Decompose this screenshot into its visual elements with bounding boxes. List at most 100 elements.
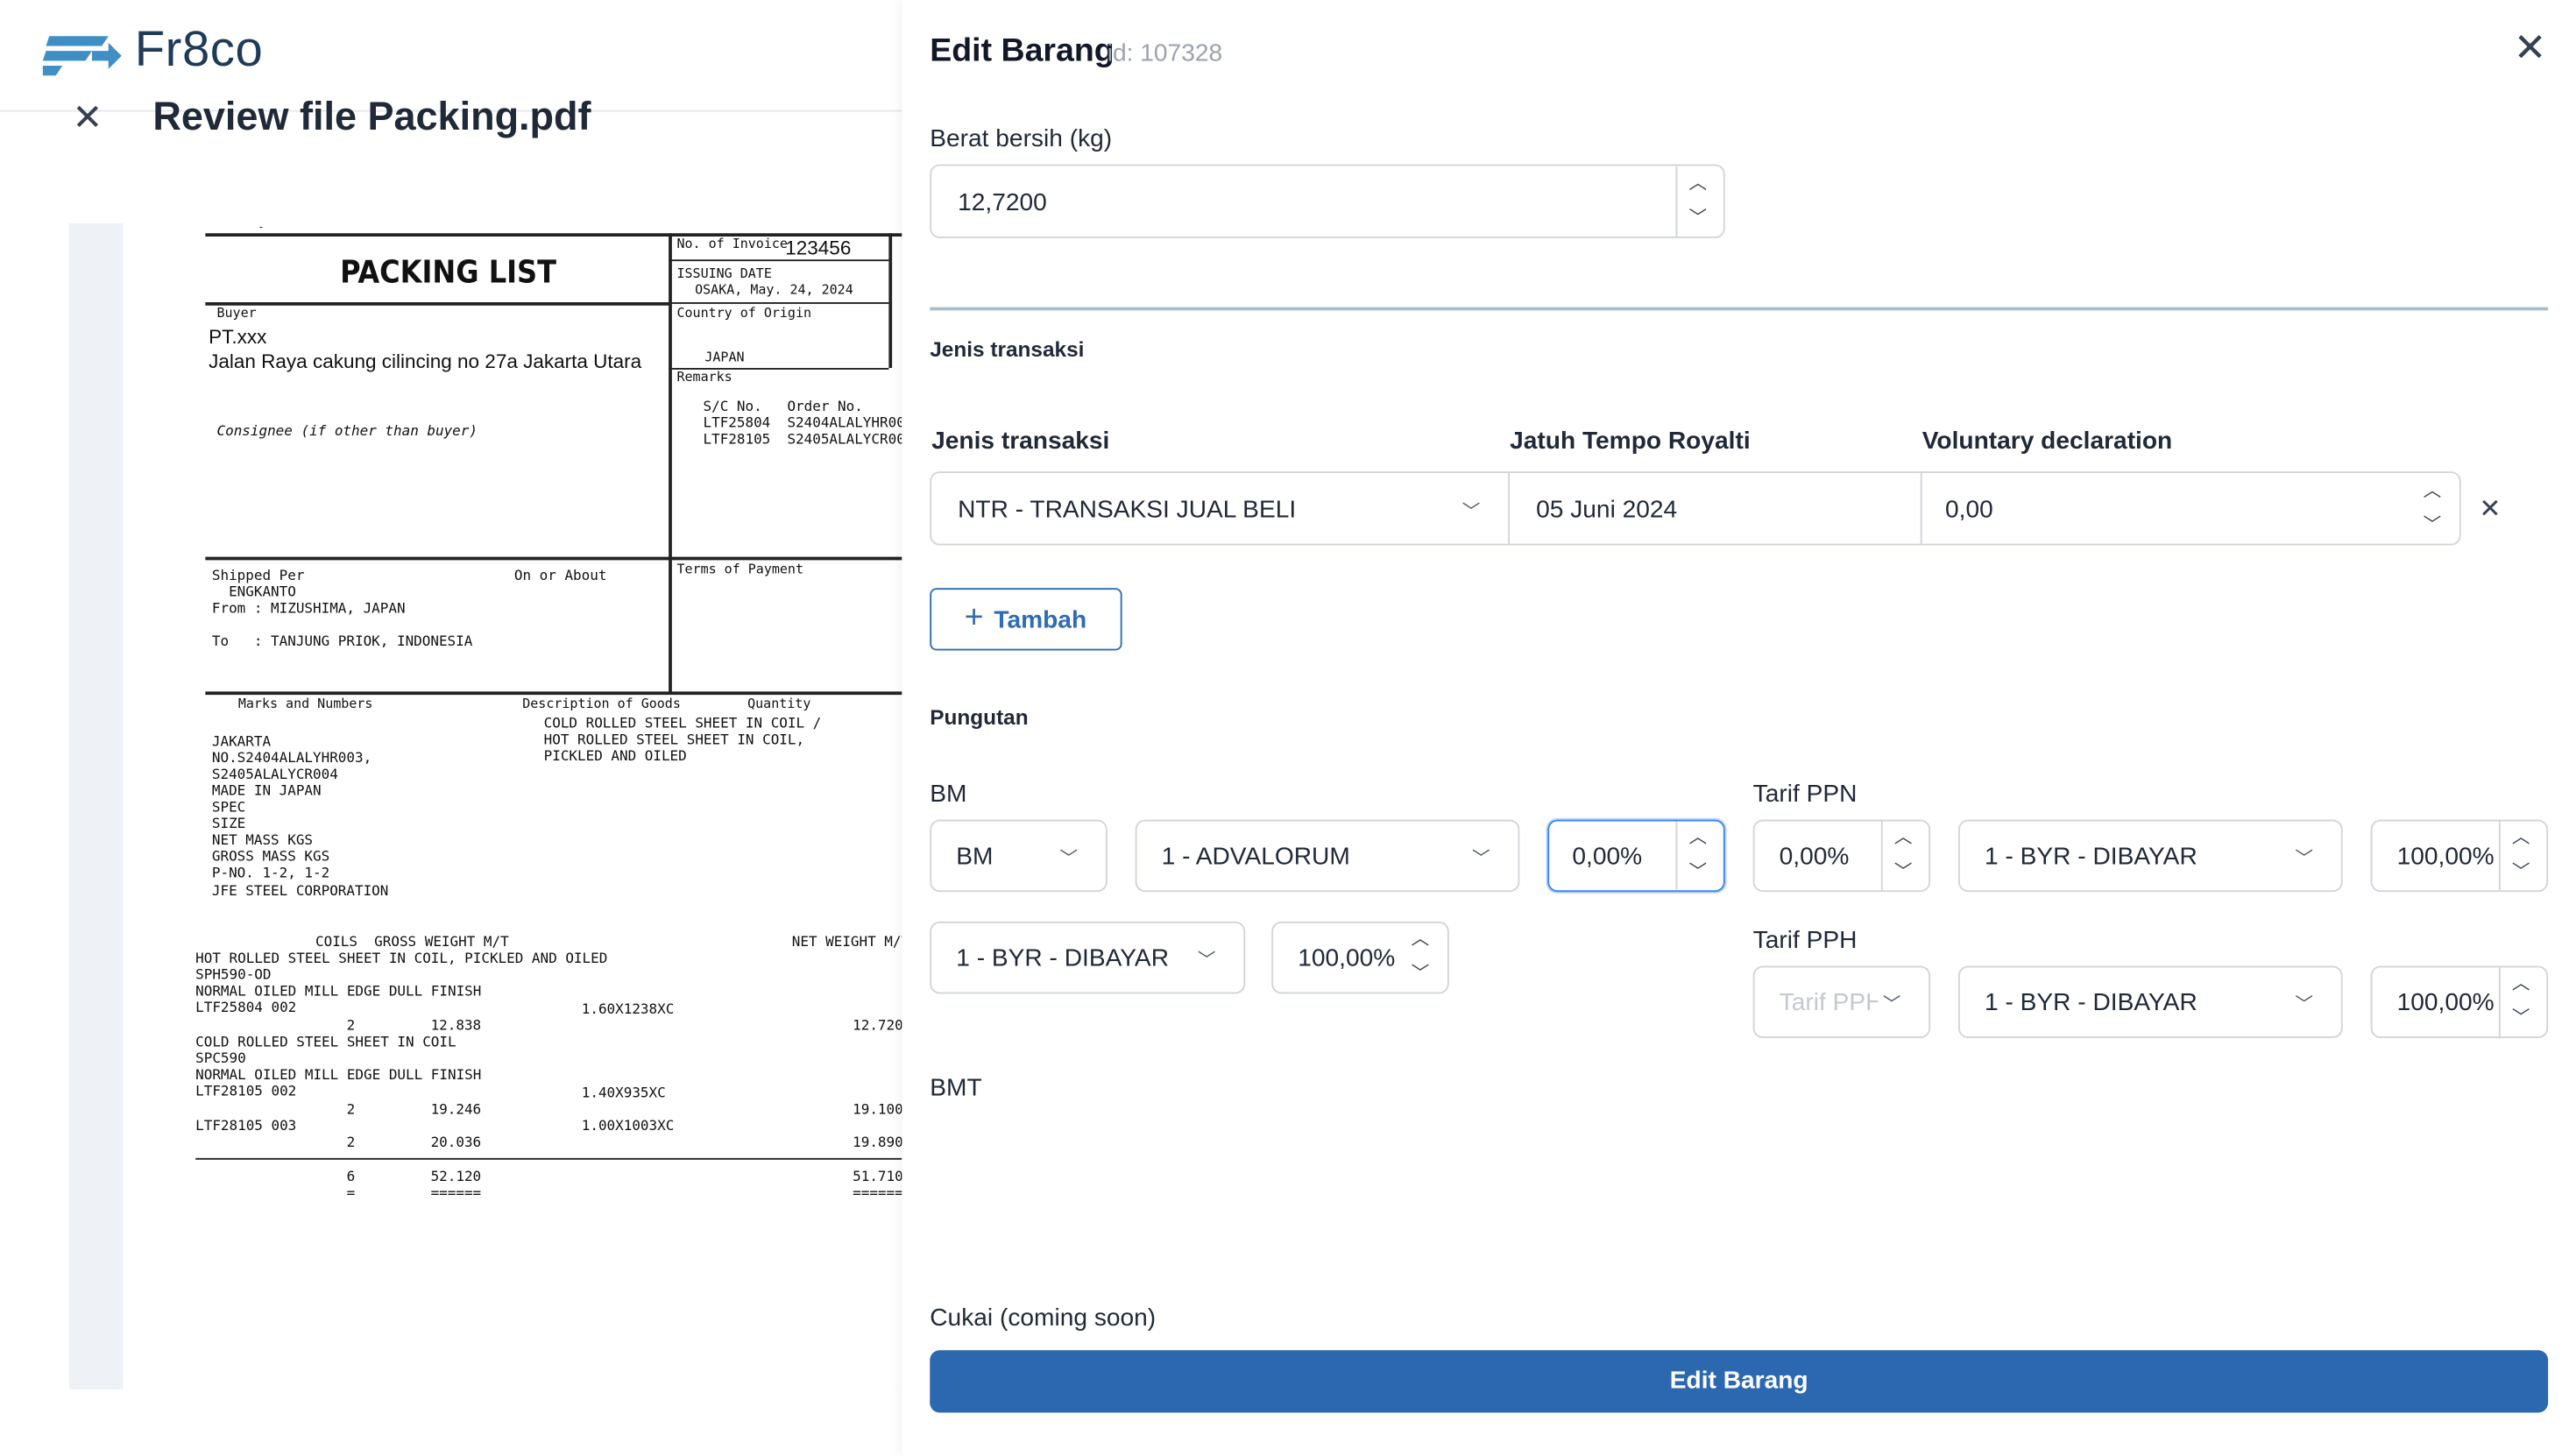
doc-line: 1.00X1003XC (581, 1118, 675, 1135)
doc-line: 1.40X935XC (581, 1085, 666, 1103)
remove-row-icon[interactable]: ✕ (2479, 496, 2502, 525)
bm-rate-input[interactable]: 0,00% ︿ ﹀ (1547, 819, 1725, 893)
doc-mark-line: SIZE (211, 816, 246, 833)
chevron-down-icon[interactable]: ﹀ (1688, 862, 1708, 882)
chevron-up-icon[interactable]: ︿ (1893, 828, 1913, 848)
doc-to: To : TANJUNG PRIOK, INDONESIA (211, 633, 473, 651)
doc-on-about: On or About (513, 568, 607, 585)
pph-placeholder: Tarif PPH (1779, 988, 1879, 1017)
ppn-rate-input[interactable]: 0,00% ︿ ﹀ (1752, 819, 1931, 893)
doc-terms-label: Terms of Payment (676, 562, 803, 577)
chevron-up-icon[interactable]: ︿ (1688, 173, 1708, 194)
cukai-label: Cukai (coming soon) (930, 1304, 1157, 1332)
doc-title: PACKING LIST (340, 254, 556, 291)
chevron-down-icon[interactable]: ﹀ (2423, 515, 2442, 536)
chevron-down-icon: ﹀ (2295, 849, 2313, 869)
plus-icon: + (964, 599, 984, 636)
doc-issuing-date: OSAKA, May. 24, 2024 (695, 282, 853, 298)
doc-eq-net: ====== (853, 1185, 902, 1203)
chevron-down-icon[interactable]: ﹀ (1893, 862, 1913, 882)
chevron-up-icon[interactable]: ︿ (2511, 828, 2530, 848)
item-id: id: 107328 (1107, 39, 1223, 67)
jatuh-value: 05 Juni 2024 (1536, 496, 1678, 525)
doc-mark-line: GROSS MASS KGS (211, 849, 330, 866)
doc-line: NORMAL OILED MILL EDGE DULL FINISH (195, 1067, 482, 1085)
chevron-down-icon: ﹀ (1461, 502, 1481, 523)
close-review-icon[interactable]: ✕ (72, 96, 103, 138)
chevron-down-icon[interactable]: ﹀ (2511, 862, 2530, 882)
close-panel-icon[interactable]: ✕ (2513, 26, 2547, 71)
berat-input[interactable]: 12,7200 ︿ ﹀ (930, 164, 1725, 238)
col-jenis-header: Jenis transaksi (931, 427, 1110, 456)
doc-line: SPH590-OD (195, 967, 272, 985)
pph-status-select[interactable]: 1 - BYR - DIBAYAR ﹀ (1958, 965, 2343, 1038)
pph-label: Tarif PPH (1752, 926, 1858, 955)
edit-barang-submit-button[interactable]: Edit Barang (930, 1350, 2549, 1413)
fr8co-logo-icon (42, 36, 122, 76)
chevron-down-icon[interactable]: ﹀ (1688, 209, 1708, 229)
bm-type-select[interactable]: BM ﹀ (930, 819, 1108, 893)
bmt-label: BMT (930, 1074, 982, 1103)
add-label: Tambah (994, 605, 1087, 634)
panel-title: Edit Barang (930, 32, 1115, 69)
chevron-down-icon: ﹀ (1882, 995, 1901, 1015)
pph-pct-stepper[interactable]: ︿ ﹀ (2498, 967, 2546, 1037)
bm-method-value: 1 - ADVALORUM (1161, 842, 1350, 871)
col-jatuh-header: Jatuh Tempo Royalti (1510, 427, 1751, 456)
doc-desc-label: Description of Goods (522, 696, 681, 711)
doc-line: LTF28105 003 (195, 1118, 297, 1135)
doc-invoice-label: No. of Invoice (676, 237, 788, 251)
doc-mark-line: SPEC (211, 800, 246, 816)
bm-method-select[interactable]: 1 - ADVALORUM ﹀ (1135, 819, 1520, 893)
bm-pct-input[interactable]: 100,00% ︿ ﹀ (1271, 921, 1449, 994)
doc-goods-line: PICKLED AND OILED (543, 749, 687, 766)
chevron-down-icon[interactable]: ﹀ (2511, 1008, 2530, 1028)
voluntary-stepper[interactable]: ︿ ﹀ (2412, 473, 2459, 544)
top-header (0, 0, 902, 112)
berat-stepper[interactable]: ︿ ﹀ (1675, 166, 1723, 237)
voluntary-input[interactable]: 0,00 ︿ ﹀ (1920, 471, 2461, 546)
bm-pct-stepper[interactable]: ︿ ﹀ (1400, 923, 1447, 993)
pph-rate-select[interactable]: Tarif PPH ﹀ (1752, 965, 1931, 1038)
doc-mark-line: P-NO. 1-2, 1-2 (211, 866, 330, 882)
doc-line: SPC590 (195, 1051, 246, 1068)
bm-status-value: 1 - BYR - DIBAYAR (956, 944, 1170, 972)
doc-line: 2 19.246 (346, 1102, 482, 1119)
bm-rate-stepper[interactable]: ︿ ﹀ (1675, 821, 1723, 891)
doc-consignee: Consignee (if other than buyer) (216, 423, 478, 441)
doc-line: 19.100 (853, 1102, 902, 1119)
pph-pct-input[interactable]: 100,00% ︿ ﹀ (2370, 965, 2549, 1038)
ppn-pct-stepper[interactable]: ︿ ﹀ (2498, 821, 2546, 891)
ppn-status-select[interactable]: 1 - BYR - DIBAYAR ﹀ (1958, 819, 2343, 893)
chevron-up-icon[interactable]: ︿ (2423, 481, 2442, 501)
doc-goods-line: HOT ROLLED STEEL SHEET IN COIL, (543, 732, 805, 749)
doc-remarks-line2: LTF28105 S2405ALALYCR004 (703, 432, 902, 449)
doc-remarks-line1: LTF25804 S2404ALALYHR003 (703, 415, 902, 433)
doc-mark-line: NO.S2404ALALYHR003, (211, 750, 372, 767)
doc-goods-line: COLD ROLLED STEEL SHEET IN COIL / (543, 716, 822, 733)
doc-from: From : MIZUSHIMA, JAPAN (211, 601, 406, 618)
edit-barang-panel: Edit Barang id: 107328 ✕ Berat bersih (k… (902, 0, 2576, 1456)
chevron-up-icon[interactable]: ︿ (1411, 929, 1430, 950)
pungutan-section-title: Pungutan (930, 704, 1029, 730)
add-transaksi-button[interactable]: + Tambah (930, 588, 1122, 651)
doc-line: LTF25804 002 (195, 1000, 297, 1017)
doc-net-head: NET WEIGHT M/T (791, 934, 902, 951)
doc-remarks-label: Remarks (676, 369, 732, 385)
bm-label: BM (930, 780, 967, 809)
ppn-rate-stepper[interactable]: ︿ ﹀ (1880, 821, 1928, 891)
doc-eq: = ====== (346, 1185, 482, 1203)
ppn-status-value: 1 - BYR - DIBAYAR (1985, 842, 2197, 871)
ppn-pct-input[interactable]: 100,00% ︿ ﹀ (2370, 819, 2549, 893)
pph-pct-value: 100,00% (2396, 988, 2495, 1017)
jatuh-tempo-input[interactable]: 05 Juni 2024 (1508, 471, 1922, 546)
chevron-up-icon[interactable]: ︿ (2511, 973, 2530, 994)
doc-line: HOT ROLLED STEEL SHEET IN COIL, PICKLED … (195, 951, 608, 968)
berat-label: Berat bersih (kg) (930, 124, 1113, 153)
jenis-transaksi-select[interactable]: NTR - TRANSAKSI JUAL BELI ﹀ (930, 471, 1511, 546)
bm-status-select[interactable]: 1 - BYR - DIBAYAR ﹀ (930, 921, 1246, 994)
jenis-value: NTR - TRANSAKSI JUAL BELI (958, 496, 1297, 525)
doc-line: 2 20.036 (346, 1134, 482, 1152)
chevron-up-icon[interactable]: ︿ (1688, 828, 1708, 848)
chevron-down-icon[interactable]: ﹀ (1411, 964, 1430, 985)
